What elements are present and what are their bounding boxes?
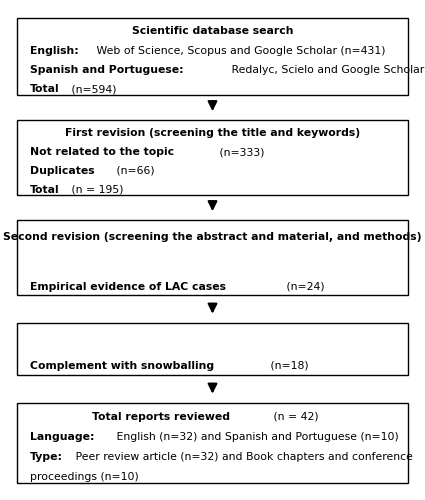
Text: Not related to the topic: Not related to the topic [30,147,174,157]
Text: Scientific database search: Scientific database search [132,26,293,36]
FancyBboxPatch shape [17,18,408,95]
FancyBboxPatch shape [17,322,408,375]
Text: Language:: Language: [30,432,94,442]
Text: Second revision (screening the abstract and material, and methods): Second revision (screening the abstract … [3,232,422,241]
Text: (n=333): (n=333) [216,147,264,157]
Text: Redalyc, Scielo and Google Scholar (n=163): Redalyc, Scielo and Google Scholar (n=16… [228,65,425,75]
Text: Web of Science, Scopus and Google Scholar (n=431): Web of Science, Scopus and Google Schola… [93,46,385,56]
Text: First revision (screening the title and keywords): First revision (screening the title and … [65,128,360,138]
Text: Peer review article (n=32) and Book chapters and conference: Peer review article (n=32) and Book chap… [72,452,413,462]
Text: Total: Total [30,184,60,194]
Text: (n = 42): (n = 42) [270,412,319,422]
Text: English (n=32) and Spanish and Portuguese (n=10): English (n=32) and Spanish and Portugues… [113,432,399,442]
Text: Total: Total [30,84,60,94]
Text: (n=18): (n=18) [267,361,309,371]
FancyBboxPatch shape [17,402,408,482]
Text: Spanish and Portuguese:: Spanish and Portuguese: [30,65,183,75]
Text: (n = 195): (n = 195) [68,184,124,194]
Text: (n=66): (n=66) [113,166,155,176]
Text: (n=594): (n=594) [68,84,116,94]
Text: Type:: Type: [30,452,63,462]
Text: (n=24): (n=24) [283,282,324,292]
Text: Total reports reviewed: Total reports reviewed [92,412,230,422]
FancyBboxPatch shape [17,220,408,295]
Text: Empirical evidence of LAC cases: Empirical evidence of LAC cases [30,282,226,292]
Text: Complement with snowballing: Complement with snowballing [30,361,214,371]
FancyBboxPatch shape [17,120,408,195]
Text: English:: English: [30,46,79,56]
Text: proceedings (n=10): proceedings (n=10) [30,472,139,482]
Text: Duplicates: Duplicates [30,166,94,176]
